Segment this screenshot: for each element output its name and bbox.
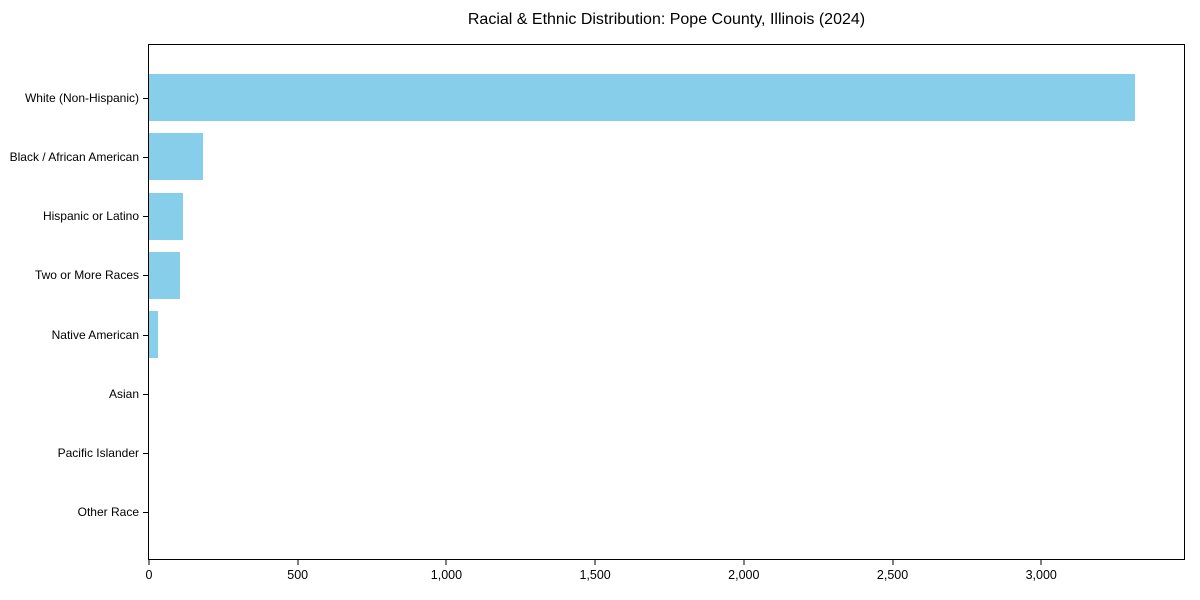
plot-area: White (Non-Hispanic) Black / African Amer… (10, 44, 1185, 582)
x-tick-mark (297, 559, 299, 565)
x-tick-mark (594, 559, 596, 565)
bar-rows-container: White (Non-Hispanic) Black / African Amer… (10, 45, 1184, 559)
y-tick (143, 393, 149, 395)
y-tick (143, 216, 149, 218)
y-axis-label: Pacific Islander (57, 446, 139, 461)
x-tick-label: 3,000 (1025, 568, 1057, 582)
bar (149, 311, 158, 359)
y-tick (143, 275, 149, 277)
bar-row: Asian (109, 364, 1184, 423)
x-tick-label: 2,500 (876, 568, 909, 582)
bar-row: Hispanic or Latino (43, 187, 1184, 246)
y-tick (143, 97, 149, 99)
bar-row: Pacific Islander (58, 424, 1184, 483)
y-axis-label: Asian (108, 386, 139, 401)
y-tick (143, 512, 149, 514)
x-tick-label: 500 (287, 568, 309, 582)
bar-row: White (Non-Hispanic) (25, 68, 1184, 127)
bar (149, 133, 203, 181)
bar-row: Black / African American (10, 127, 1184, 186)
x-tick-mark (892, 559, 894, 565)
y-axis-label: Two or More Races (34, 268, 139, 283)
bar (149, 74, 1135, 122)
bar-row: Native American (52, 305, 1184, 364)
bar (149, 192, 184, 240)
y-tick (143, 453, 149, 455)
y-axis-label: Native American (51, 327, 139, 342)
y-axis-label: Hispanic or Latino (42, 209, 139, 224)
bar-row: Two or More Races (35, 246, 1184, 305)
bar-row: Other Race (78, 483, 1184, 542)
y-tick (143, 334, 149, 336)
x-tick-mark (1040, 559, 1042, 565)
x-tick-label: 1,500 (579, 568, 611, 582)
x-tick-mark (148, 559, 150, 565)
x-axis-ticks: 0 500 1,000 1,500 2,000 2,500 3,000 (145, 559, 1184, 589)
y-tick (143, 156, 149, 158)
bar (149, 251, 181, 299)
x-tick-label: 1,000 (430, 568, 463, 582)
y-axis-label: Other Race (77, 505, 139, 520)
y-axis-label: White (Non-Hispanic) (24, 90, 139, 105)
y-axis-label: Black / African American (9, 149, 139, 164)
x-tick-mark (445, 559, 447, 565)
x-tick-mark (743, 559, 745, 565)
x-tick-label: 0 (145, 568, 153, 582)
chart-title: Racial & Ethnic Distribution: Pope Count… (467, 11, 866, 28)
x-tick-label: 2,000 (728, 568, 760, 582)
